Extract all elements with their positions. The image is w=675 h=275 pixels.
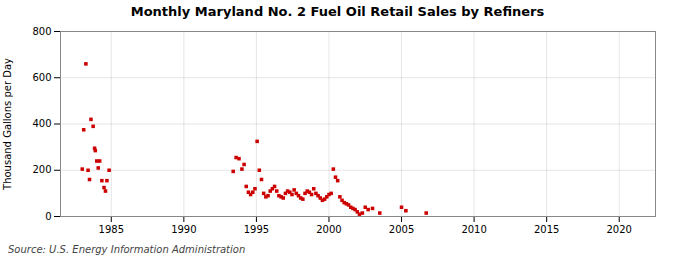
svg-text:2000: 2000 <box>316 224 341 235</box>
html-text:Monthly Maryland No. 2 Fuel Oi: Monthly Maryland No. 2 Fuel Oil Retail S… <box>130 4 545 19</box>
svg-text:2010: 2010 <box>461 224 486 235</box>
svg-text:1995: 1995 <box>244 224 269 235</box>
svg-text:200: 200 <box>32 164 51 175</box>
svg-text:400: 400 <box>32 118 51 129</box>
svg-text:2020: 2020 <box>606 224 631 235</box>
svg-text:2005: 2005 <box>389 224 414 235</box>
svg-text:1990: 1990 <box>171 224 196 235</box>
svg-text:800: 800 <box>32 26 51 37</box>
svg-text:1985: 1985 <box>99 224 124 235</box>
svg-text:0: 0 <box>45 211 51 222</box>
svg-text:Thousand Gallons per Day: Thousand Gallons per Day <box>2 58 13 191</box>
svg-text:600: 600 <box>32 72 51 83</box>
svg-text:2015: 2015 <box>534 224 559 235</box>
html-text:Source: U.S. Energy Informatio: Source: U.S. Energy Information Administ… <box>8 244 246 255</box>
